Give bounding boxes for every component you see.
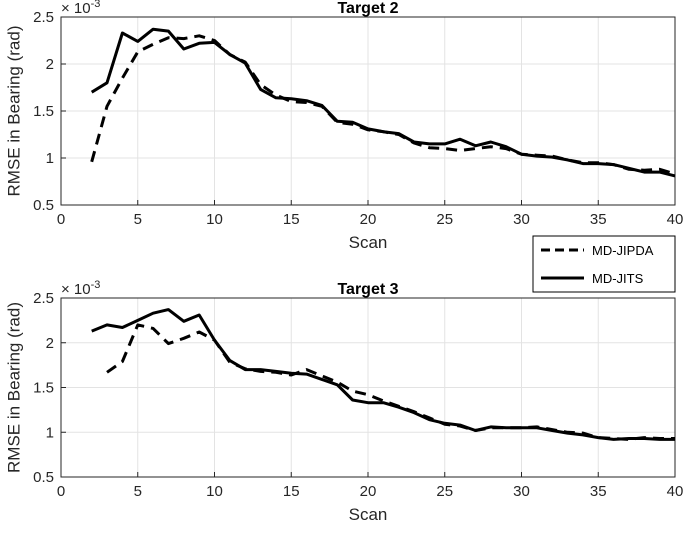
y-tick-label: 1 [46,424,54,441]
y-axis-label: RMSE in Bearing (rad) [4,302,23,473]
y-tick-label: 0.5 [33,197,54,214]
x-tick-label: 15 [283,211,300,228]
x-tick-label: 5 [134,211,142,228]
x-axis-label: Scan [349,233,388,252]
x-tick-label: 20 [360,483,377,500]
axes-frame [60,16,676,206]
x-tick-label: 0 [57,483,65,500]
x-tick-label: 20 [360,211,377,228]
y-exponent-base: × 10 [61,281,91,298]
series-line-md-jits [91,308,675,441]
y-axis-label: RMSE in Bearing (rad) [4,25,23,196]
y-exponent-power: -3 [91,279,101,291]
chart-title: Target 3 [337,281,398,298]
x-tick-label: 40 [667,211,684,228]
y-tick-label: 0.5 [33,469,54,486]
x-tick-label: 35 [590,483,607,500]
x-tick-label: 0 [57,211,65,228]
series-line-md-jits [90,27,676,178]
y-tick-label: 1 [46,150,54,167]
x-tick-label: 40 [667,483,684,500]
legend: MD-JIPDA MD-JITS [532,235,676,293]
y-exponent-base: × 10 [61,0,91,17]
y-tick-label: 2 [46,56,54,73]
y-tick-label: 2.5 [33,9,54,26]
y-tick-label: 1.5 [33,380,54,397]
legend-label-md-jits: MD-JITS [592,271,644,286]
x-tick-label: 35 [590,211,607,228]
x-tick-label: 15 [283,483,300,500]
x-tick-label: 30 [513,211,530,228]
y-tick-label: 2 [46,335,54,352]
chart-title: Target 2 [337,0,398,17]
x-tick-label: 10 [206,211,223,228]
legend-label-md-jipda: MD-JIPDA [592,243,654,258]
y-exponent-label: × 10-3 [61,279,100,298]
y-exponent-label: × 10-3 [61,0,100,17]
axes-frame [60,297,676,478]
x-axis-label: Scan [349,505,388,524]
x-tick-label: 5 [134,483,142,500]
x-tick-label: 30 [513,483,530,500]
y-tick-label: 2.5 [33,290,54,307]
target-3-plot: 0 5 10 15 20 25 30 35 40 0.5 1 1.5 2 2.5 Target 3 × 10-… [4,279,683,524]
y-exponent-power: -3 [91,0,101,10]
x-tick-label: 25 [436,211,453,228]
legend-box [532,235,676,293]
x-tick-label: 10 [206,483,223,500]
x-tick-label: 25 [436,483,453,500]
y-tick-label: 1.5 [33,103,54,120]
target-2-plot: 0 5 10 15 20 25 30 35 40 0.5 1 1.5 2 2.5 Target 2 × 10-… [4,0,683,252]
